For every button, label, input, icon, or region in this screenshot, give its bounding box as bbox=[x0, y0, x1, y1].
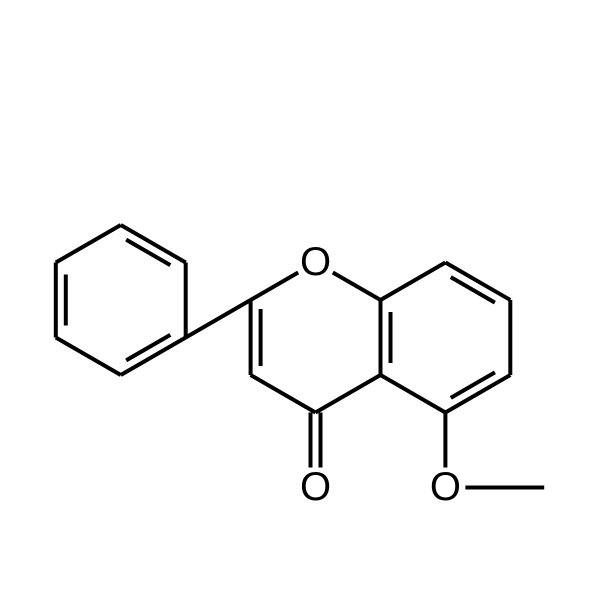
atom-label: O bbox=[300, 465, 331, 509]
atom-label: O bbox=[430, 465, 461, 509]
chemical-structure: O O O bbox=[0, 0, 600, 600]
atom-label: O bbox=[300, 240, 331, 284]
